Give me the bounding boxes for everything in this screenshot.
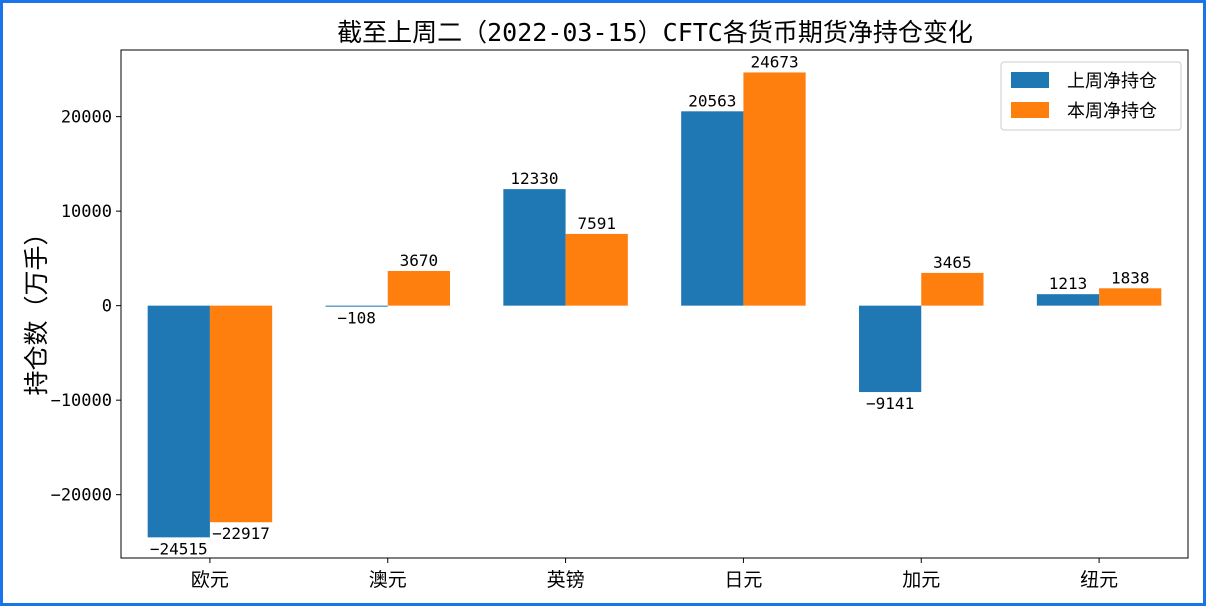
data-label: 24673 [750, 52, 798, 71]
x-tick-label: 澳元 [369, 569, 407, 591]
plot-frame [120, 49, 1189, 559]
bar-this-week-2 [565, 233, 628, 306]
data-label: 12330 [510, 169, 558, 188]
data-label: 1213 [1049, 274, 1088, 293]
data-label: −9141 [866, 394, 914, 413]
data-label: 20563 [688, 91, 736, 110]
bar-last-week-3 [681, 111, 744, 306]
bar-last-week-0 [147, 305, 210, 538]
bar-this-week-3 [743, 72, 806, 306]
data-label: −22917 [212, 524, 270, 543]
bar-last-week-2 [503, 189, 566, 306]
legend-swatch [1011, 72, 1049, 88]
y-tick-label: 0 [102, 297, 112, 317]
y-tick-label: −20000 [51, 486, 112, 506]
y-tick-label: 20000 [61, 108, 112, 128]
x-tick-label: 英镑 [547, 569, 585, 591]
x-tick-label: 日元 [724, 569, 762, 591]
bar-last-week-4 [859, 305, 922, 393]
chart-title: 截至上周二（2022-03-15）CFTC各货币期货净持仓变化 [337, 18, 973, 47]
data-label: 7591 [577, 214, 616, 233]
bar-this-week-0 [209, 305, 273, 523]
axes-layer: −20000 −10000 0 10000 20000 欧元 澳元 英镑 日元 加元 纽元 [51, 49, 1189, 591]
bars-layer [147, 72, 1162, 538]
y-tick-label: −10000 [51, 391, 112, 411]
data-label: 3670 [400, 251, 439, 270]
data-label: 3465 [933, 253, 972, 272]
legend-swatch [1011, 102, 1049, 118]
bar-this-week-5 [1099, 288, 1162, 306]
data-labels-layer: −24515 −108 12330 20563 −9141 1213 −22917 3670 7… [150, 52, 1150, 558]
data-label: −108 [337, 309, 376, 328]
x-tick-label: 加元 [902, 569, 940, 591]
x-tick-label: 欧元 [191, 569, 229, 591]
data-label: 1838 [1111, 268, 1150, 287]
y-tick-label: 10000 [61, 202, 112, 222]
data-label: −24515 [150, 539, 208, 558]
x-tick-label: 纽元 [1080, 569, 1118, 591]
bar-last-week-5 [1036, 294, 1100, 306]
bar-chart: 截至上周二（2022-03-15）CFTC各货币期货净持仓变化 持仓数（万手） … [22, 18, 1189, 591]
legend-label: 上周净持仓 [1067, 71, 1157, 92]
bar-this-week-4 [921, 272, 984, 306]
y-axis-label: 持仓数（万手） [22, 220, 51, 395]
bar-this-week-1 [387, 270, 450, 306]
legend-label: 本周净持仓 [1067, 101, 1157, 122]
bar-last-week-1 [325, 305, 388, 307]
